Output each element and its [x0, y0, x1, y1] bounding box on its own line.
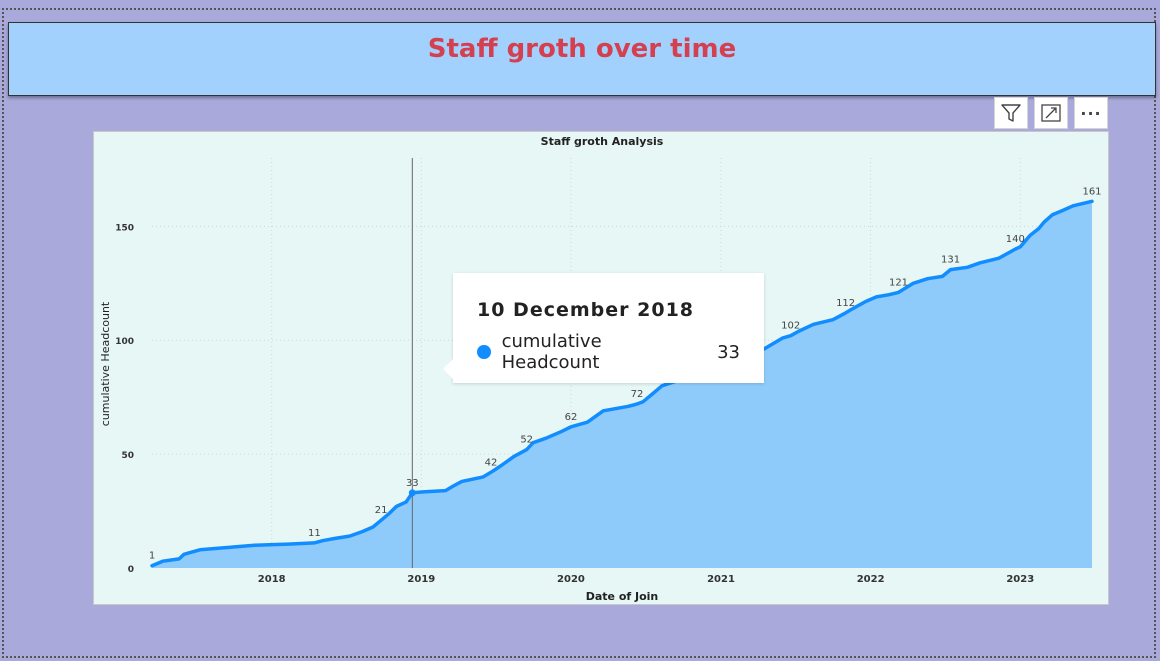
data-label: 62	[565, 412, 578, 423]
axes: 0 50 100 150 2018 2019 2020 2021 2022 2023	[115, 223, 1034, 585]
data-label: 1	[149, 551, 155, 562]
visual-header: ···	[994, 97, 1108, 129]
chart-title: Staff groth Analysis	[541, 135, 664, 148]
hover-point	[408, 489, 416, 497]
report-canvas-border	[2, 8, 1156, 658]
data-label: 21	[375, 505, 388, 516]
y-tick-label: 100	[115, 337, 134, 347]
x-tick-label: 2022	[857, 574, 885, 585]
data-label: 52	[520, 435, 533, 446]
hover-layer	[408, 158, 416, 568]
x-tick-label: 2021	[707, 574, 735, 585]
filter-button[interactable]	[994, 97, 1028, 129]
x-tick-label: 2020	[557, 574, 585, 585]
x-axis-title: Date of Join	[586, 590, 659, 603]
y-tick-label: 50	[121, 451, 134, 461]
page-title: Staff groth over time	[427, 34, 737, 64]
tooltip-value: 33	[717, 341, 740, 363]
data-label: 121	[889, 277, 908, 288]
x-tick-label: 2018	[258, 574, 286, 585]
y-tick-label: 0	[128, 565, 134, 575]
y-axis-title: cumulative Headcount	[99, 301, 112, 426]
x-tick-label: 2023	[1006, 574, 1034, 585]
tooltip-series-name: cumulative Headcount	[501, 331, 602, 373]
tooltip-row: cumulative Headcount 33	[477, 331, 740, 373]
focus-mode-button[interactable]	[1034, 97, 1068, 129]
data-label: 112	[836, 298, 855, 309]
data-label: 72	[631, 389, 644, 400]
tooltip-date: 10 December 2018	[477, 299, 695, 321]
more-options-button[interactable]: ···	[1074, 97, 1108, 129]
data-label: 161	[1082, 186, 1101, 197]
data-label: 42	[485, 457, 498, 468]
tooltip: 10 December 2018 cumulative Headcount 33	[443, 273, 764, 383]
data-label: 33	[406, 478, 419, 489]
data-label: 11	[308, 528, 321, 539]
y-tick-label: 150	[115, 223, 134, 233]
series-line	[150, 199, 1094, 568]
data-label: 102	[781, 321, 800, 332]
series-area	[152, 201, 1092, 569]
filter-icon	[1001, 104, 1021, 122]
data-label: 131	[941, 255, 960, 266]
line-area-chart: Staff groth Analysis 1112133425262721021…	[99, 135, 1102, 603]
data-label: 140	[1006, 234, 1025, 245]
more-options-icon: ···	[1080, 103, 1102, 123]
x-tick-label: 2019	[407, 574, 435, 585]
page-header: Staff groth over time	[8, 22, 1156, 96]
series-marker-icon	[477, 345, 491, 359]
focus-mode-icon	[1041, 104, 1061, 122]
area-layer	[150, 199, 1094, 569]
